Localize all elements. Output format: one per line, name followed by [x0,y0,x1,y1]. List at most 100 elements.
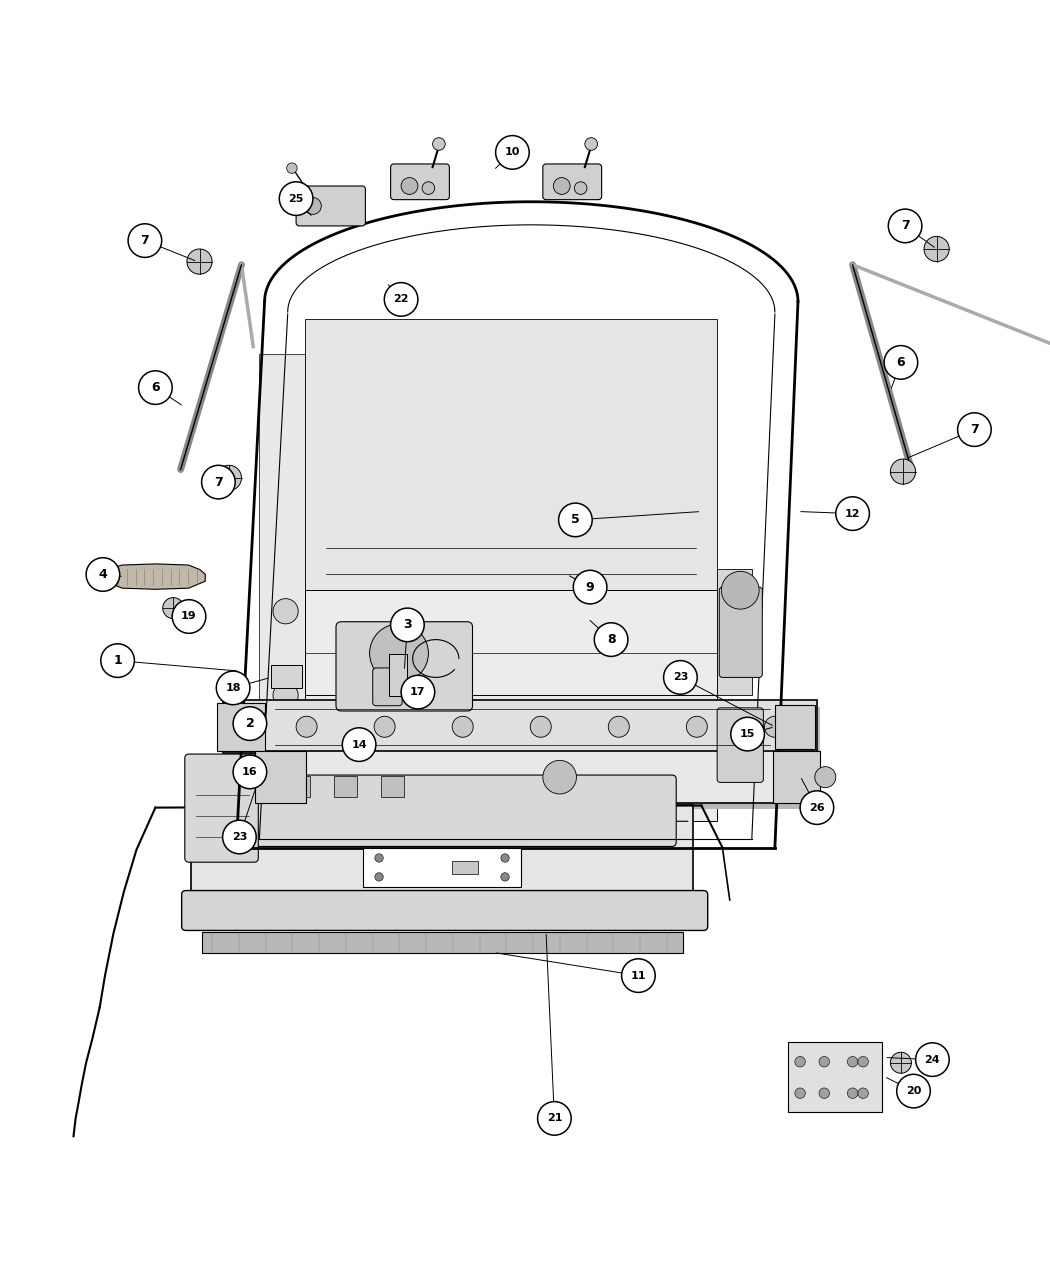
FancyBboxPatch shape [381,776,404,797]
Circle shape [401,676,435,709]
Circle shape [574,182,587,194]
Text: 7: 7 [214,476,223,488]
Circle shape [279,182,313,215]
FancyBboxPatch shape [260,751,817,803]
Circle shape [304,198,321,214]
FancyBboxPatch shape [185,754,258,862]
Circle shape [401,177,418,194]
Circle shape [163,598,184,618]
FancyBboxPatch shape [264,756,820,808]
FancyBboxPatch shape [334,776,357,797]
FancyBboxPatch shape [543,164,602,200]
Circle shape [847,1057,858,1067]
FancyBboxPatch shape [363,848,521,887]
Circle shape [223,820,256,854]
FancyBboxPatch shape [191,806,693,900]
Circle shape [187,249,212,274]
Circle shape [819,1057,830,1067]
FancyBboxPatch shape [202,932,682,952]
Circle shape [370,623,428,682]
Text: 23: 23 [673,672,688,682]
Text: 11: 11 [631,970,646,980]
Text: 9: 9 [586,580,594,594]
Text: 22: 22 [394,295,408,305]
FancyBboxPatch shape [304,319,717,590]
Circle shape [573,570,607,604]
Circle shape [888,209,922,242]
Text: 3: 3 [403,618,412,631]
Circle shape [916,1043,949,1076]
Circle shape [858,1057,868,1067]
FancyBboxPatch shape [775,705,815,748]
FancyBboxPatch shape [388,654,407,696]
Circle shape [375,854,383,862]
Text: 10: 10 [505,148,520,157]
FancyBboxPatch shape [255,751,306,803]
Circle shape [139,371,172,404]
Circle shape [172,599,206,634]
Circle shape [884,346,918,379]
Circle shape [795,1088,805,1099]
Circle shape [795,1057,805,1067]
Circle shape [800,790,834,825]
Circle shape [202,465,235,499]
FancyBboxPatch shape [226,706,820,760]
FancyBboxPatch shape [304,590,717,821]
Text: 18: 18 [226,683,240,692]
Circle shape [501,872,509,881]
Text: 6: 6 [897,356,905,368]
Text: 16: 16 [243,766,257,776]
Text: 21: 21 [547,1113,562,1123]
Polygon shape [259,354,304,821]
Circle shape [374,717,395,737]
Text: 7: 7 [901,219,909,232]
FancyBboxPatch shape [719,586,762,677]
Circle shape [287,163,297,173]
Circle shape [764,717,785,737]
Circle shape [296,717,317,737]
Circle shape [958,413,991,446]
Circle shape [847,1088,858,1099]
Circle shape [216,465,242,491]
Circle shape [233,706,267,741]
Circle shape [594,622,628,657]
Circle shape [585,138,597,150]
Circle shape [664,660,697,694]
Circle shape [836,497,869,530]
Circle shape [897,1075,930,1108]
FancyBboxPatch shape [223,700,817,754]
Circle shape [815,766,836,788]
Circle shape [391,608,424,641]
FancyBboxPatch shape [296,186,365,226]
Circle shape [375,872,383,881]
FancyBboxPatch shape [336,622,472,711]
Circle shape [559,504,592,537]
FancyBboxPatch shape [788,1042,882,1112]
FancyBboxPatch shape [271,664,302,688]
Circle shape [384,283,418,316]
Circle shape [553,177,570,194]
FancyBboxPatch shape [717,569,752,695]
FancyBboxPatch shape [373,668,402,706]
Text: 14: 14 [352,740,366,750]
Text: 5: 5 [571,514,580,527]
Text: 25: 25 [289,194,303,204]
Text: 1: 1 [113,654,122,667]
FancyBboxPatch shape [452,861,478,873]
Circle shape [101,644,134,677]
FancyBboxPatch shape [287,776,310,797]
Text: 19: 19 [182,612,196,621]
Text: 6: 6 [151,381,160,394]
Circle shape [890,459,916,484]
Circle shape [433,138,445,150]
Text: 7: 7 [141,235,149,247]
Circle shape [530,717,551,737]
Circle shape [86,557,120,592]
Text: 24: 24 [925,1054,940,1065]
Text: 15: 15 [740,729,755,740]
Circle shape [496,135,529,170]
Polygon shape [105,564,206,589]
FancyBboxPatch shape [208,775,676,847]
FancyBboxPatch shape [773,751,820,803]
Circle shape [422,182,435,194]
